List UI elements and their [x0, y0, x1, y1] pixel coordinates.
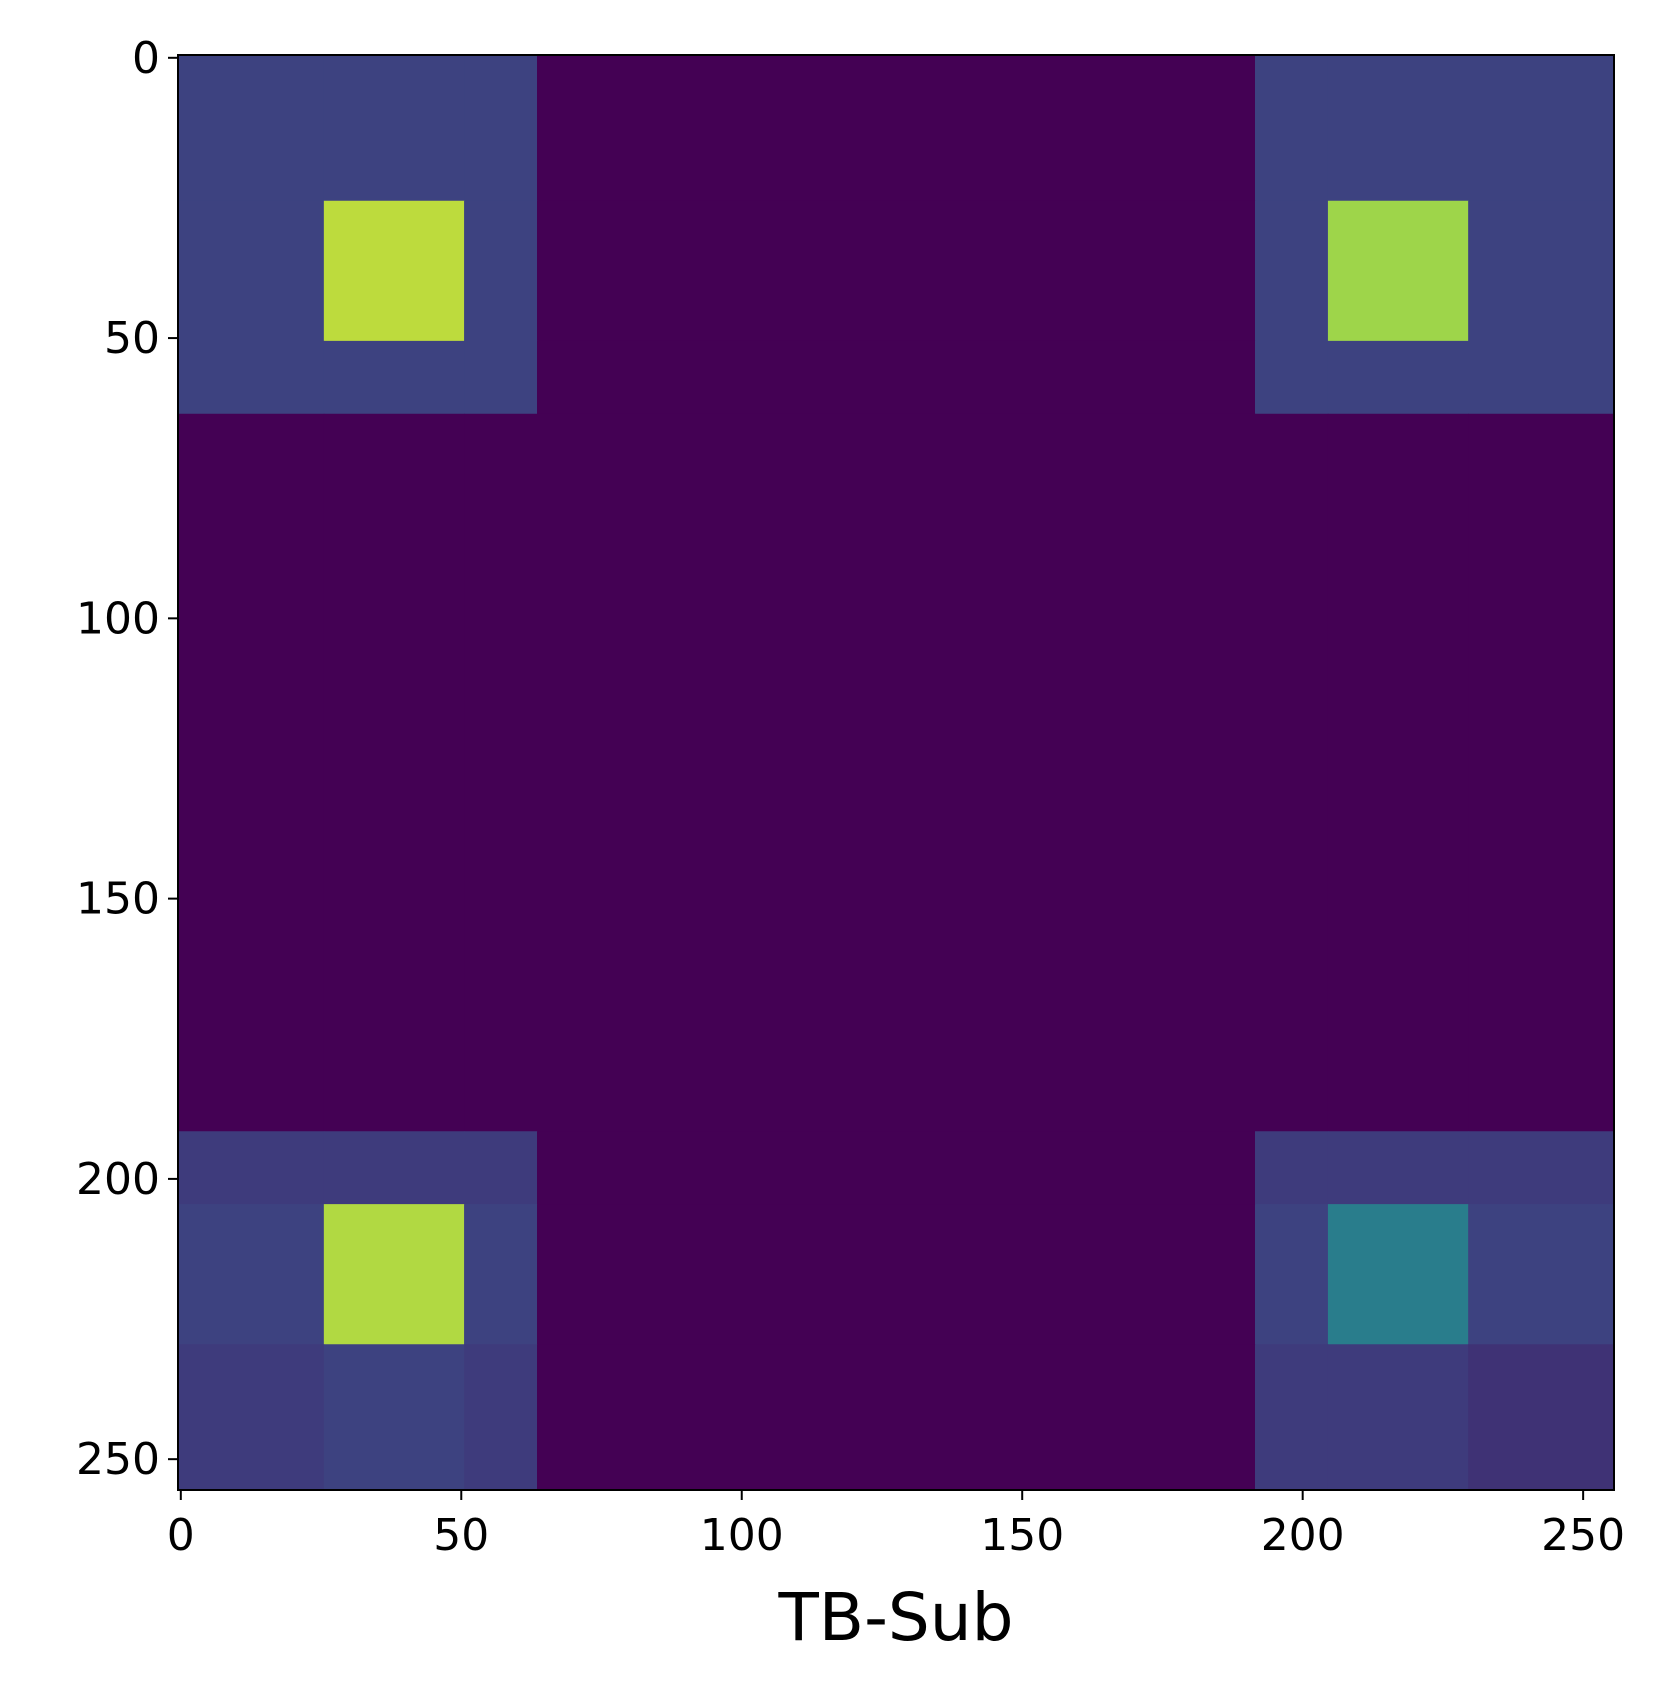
heatmap-cell [464, 340, 538, 415]
heatmap-cell [323, 340, 465, 415]
heatmap-cell [537, 200, 1256, 342]
y-tick-label: 200 [76, 1154, 160, 1205]
heatmap-cell [178, 1344, 325, 1491]
heatmap-cell [464, 55, 538, 202]
heatmap-cell [464, 200, 538, 342]
y-tick-label: 150 [76, 874, 160, 925]
heatmap-cell [1468, 340, 1615, 415]
heatmap-cell [537, 1204, 1256, 1345]
heatmap-cell [178, 55, 325, 202]
x-tick-label: 50 [433, 1510, 489, 1561]
heatmap-cell [1468, 1204, 1615, 1345]
heatmap-cell [323, 55, 465, 202]
x-tick-label: 250 [1541, 1510, 1625, 1561]
heatmap-cell [1327, 1204, 1469, 1345]
heatmap-cell [537, 55, 1256, 202]
heatmap-cell [1327, 200, 1469, 342]
heatmap-cell [464, 413, 538, 1132]
heatmap-cell [323, 413, 465, 1132]
heatmap-cell [1468, 55, 1615, 202]
heatmap-cell [178, 1131, 325, 1205]
heatmap-cell [178, 200, 325, 342]
heatmap-cell [1468, 1131, 1615, 1205]
heatmap-cell [1468, 1344, 1615, 1491]
x-tick-label: 100 [700, 1510, 784, 1561]
heatmap-cell [323, 1204, 465, 1345]
heatmap-cell [178, 1204, 325, 1345]
x-tick-label: 150 [980, 1510, 1064, 1561]
y-tick-label: 50 [104, 313, 160, 364]
heatmap-cell [537, 413, 1256, 1132]
heatmap-cell [1255, 1204, 1329, 1345]
heatmap-cell [1255, 1344, 1329, 1491]
heatmap-cell [1255, 200, 1329, 342]
heatmap-cell [1327, 340, 1469, 415]
x-tick-label: 0 [167, 1510, 195, 1561]
y-tick-label: 100 [76, 593, 160, 644]
heatmap-cell [1468, 413, 1615, 1132]
heatmap-cell [464, 1204, 538, 1345]
heatmap-cell [464, 1131, 538, 1205]
heatmap-cell [178, 340, 325, 415]
heatmap-cell [1255, 1131, 1329, 1205]
heatmap-cell [537, 1131, 1256, 1205]
heatmap-cell [1255, 55, 1329, 202]
heatmap-cell [1255, 413, 1329, 1132]
heatmap-cell [1327, 1344, 1469, 1491]
y-tick-label: 0 [132, 33, 160, 84]
heatmap-cell [323, 1131, 465, 1205]
heatmap-cell [537, 1344, 1256, 1491]
heatmap-cell [464, 1344, 538, 1491]
heatmap-cell [537, 340, 1256, 415]
heatmap-cell [1327, 1131, 1469, 1205]
heatmap-cell [323, 1344, 465, 1491]
x-axis-label: TB-Sub [777, 1579, 1013, 1656]
heatmap-cell [1327, 413, 1469, 1132]
y-tick-label: 250 [76, 1434, 160, 1485]
plot-frame [177, 54, 1615, 1491]
heatmap-cell [1327, 55, 1469, 202]
heatmap-cell [323, 200, 465, 342]
heatmap-cell [1468, 200, 1615, 342]
heatmap-cell [1255, 340, 1329, 415]
heatmap-cell [178, 413, 325, 1132]
x-tick-label: 200 [1261, 1510, 1345, 1561]
